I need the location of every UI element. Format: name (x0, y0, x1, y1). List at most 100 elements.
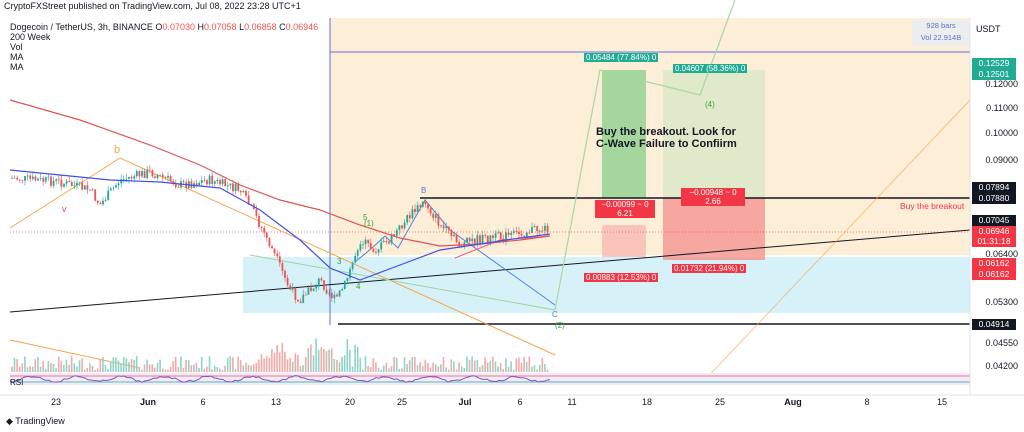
volume-bar (297, 354, 299, 372)
candle-body (499, 232, 502, 239)
candle-body (81, 182, 84, 190)
volume-bar (489, 360, 492, 372)
candle-body (60, 179, 63, 187)
volume-bar (502, 369, 505, 372)
volume-bar (393, 356, 395, 372)
candle-body (429, 208, 432, 214)
volume-bar (242, 365, 245, 372)
candle-body (486, 235, 489, 243)
long-position-1-profit (602, 70, 646, 198)
candle-body (351, 262, 354, 270)
candle-body (354, 255, 357, 263)
volume-bar (367, 366, 369, 372)
date-label-3: 13 (270, 397, 282, 407)
candle-body (390, 234, 393, 244)
position-1-risk-label: −0.00099 ~ 0 6.21 (595, 200, 655, 218)
volume-bar (265, 356, 268, 372)
candle-body (99, 202, 102, 205)
candle-body (317, 278, 320, 287)
symbol-name[interactable]: Dogecoin / TetherUS, 3h, BINANCE (10, 22, 153, 32)
chart-legend: Dogecoin / TetherUS, 3h, BINANCE O0.0703… (10, 22, 318, 72)
indicator-ma-2[interactable]: MA (10, 62, 24, 72)
candle-body (447, 226, 450, 231)
volume-bar (44, 368, 47, 372)
candle-body (333, 294, 336, 299)
volume-bar (481, 365, 484, 372)
candle-body (182, 181, 185, 183)
volume-bar (302, 365, 304, 372)
volume-bar (239, 360, 242, 372)
candle-body (190, 181, 193, 188)
date-label-0: 23 (50, 397, 62, 407)
rsi-line (9, 375, 551, 384)
candle-body (177, 187, 180, 188)
candle-body (164, 177, 167, 178)
date-label-9: 18 (641, 397, 653, 407)
price-label-0: 0.12000 (985, 79, 1018, 89)
volume-bar (148, 364, 151, 372)
candle-body (109, 188, 112, 191)
indicator-vol[interactable]: Vol (10, 42, 23, 52)
candle-body (47, 176, 50, 178)
candle-body (13, 177, 16, 179)
volume-bar (419, 362, 421, 372)
volume-bar (104, 364, 107, 372)
candle-body (538, 230, 541, 232)
candle-body (169, 176, 172, 182)
candle-body (408, 215, 411, 219)
candle-body (239, 190, 242, 193)
indicator-200-week[interactable]: 200 Week (10, 32, 51, 42)
candle-body (297, 299, 299, 302)
price-tag-target-1: 0.12529 (972, 58, 1016, 69)
candle-body (525, 232, 528, 237)
candle-body (507, 232, 510, 235)
candle-body (310, 287, 312, 291)
candle-body (307, 287, 310, 295)
high-value: 0.07058 (204, 22, 237, 32)
candle-body (208, 175, 211, 185)
volume-bar (102, 356, 104, 372)
volume-bar (429, 367, 432, 372)
bars-volume: Vol 22.914B (920, 33, 962, 42)
volume-bar (473, 360, 476, 372)
volume-bar (52, 363, 55, 372)
candle-body (70, 182, 73, 187)
wave-label-4: 4 (356, 282, 361, 291)
volume-bar (333, 359, 336, 372)
candle-body (206, 180, 208, 185)
candle-body (143, 171, 146, 179)
candle-body (427, 204, 429, 209)
volume-bar (198, 368, 200, 372)
volume-bar (544, 364, 546, 372)
volume-bar (424, 359, 427, 372)
indicator-ma-1[interactable]: MA (10, 52, 24, 62)
candle-body (237, 183, 240, 191)
volume-bar (200, 357, 203, 372)
candle-body (421, 201, 424, 207)
candle-body (216, 179, 219, 182)
volume-bar (362, 369, 364, 372)
candle-body (29, 175, 32, 179)
position-1-ratio: 6.21 (617, 209, 633, 218)
volume-bar (492, 356, 494, 372)
volume-bar (190, 365, 193, 372)
date-label-6: Jul (458, 397, 472, 407)
candle-body (494, 233, 497, 238)
volume-bar (330, 348, 333, 372)
volume-bar (499, 363, 502, 372)
candle-body (91, 189, 94, 191)
volume-bar (125, 358, 128, 372)
volume-bar (382, 365, 385, 372)
volume-bar (26, 367, 29, 372)
candle-body (380, 242, 383, 250)
volume-bar (245, 362, 247, 372)
volume-bar (455, 369, 458, 372)
volume-bar (141, 369, 143, 372)
volume-bar (11, 366, 13, 372)
position-1-target-label: 0.05484 (77.84%) 0 (584, 53, 659, 62)
volume-bar (213, 365, 216, 372)
candle-body (148, 169, 151, 171)
candle-body (102, 200, 104, 205)
candle-body (258, 215, 260, 227)
